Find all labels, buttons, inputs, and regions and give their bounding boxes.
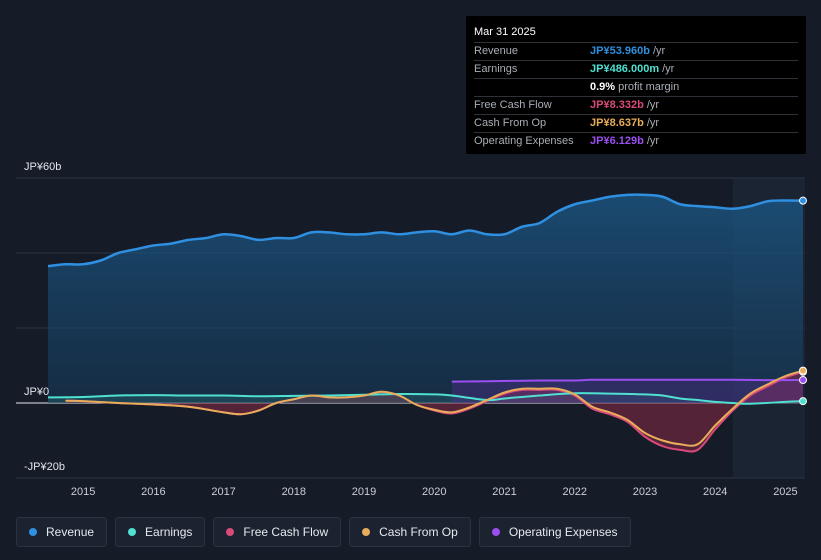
tooltip-unit: /yr <box>646 117 660 129</box>
tooltip-unit: /yr <box>646 135 660 147</box>
series-endpoints <box>799 196 807 406</box>
tooltip: Mar 31 2025 Revenue JP¥53.960b /yr Earni… <box>466 16 806 154</box>
tooltip-value: JP¥53.960b <box>590 45 650 57</box>
legend-dot-icon <box>29 528 37 536</box>
tooltip-value: JP¥8.332b <box>590 99 644 111</box>
line-revenue <box>47 193 804 268</box>
tooltip-label: Free Cash Flow <box>474 99 552 111</box>
legend-item-earnings[interactable]: Earnings <box>115 517 206 547</box>
tooltip-label: Cash From Op <box>474 117 547 129</box>
tooltip-row-profit-margin: 0.9% profit margin <box>474 78 798 96</box>
x-tick-label: 2025 <box>773 486 797 498</box>
legend: Revenue Earnings Free Cash Flow Cash Fro… <box>16 517 631 547</box>
legend-item-free-cash-flow[interactable]: Free Cash Flow <box>213 517 342 547</box>
series-lines <box>47 193 804 453</box>
legend-dot-icon <box>491 528 500 536</box>
tooltip-value: JP¥6.129b <box>590 135 644 147</box>
tooltip-label: Operating Expenses <box>474 135 574 147</box>
x-tick-label: 2018 <box>282 486 306 498</box>
tooltip-value: 0.9% <box>590 81 616 93</box>
legend-item-cash-from-op[interactable]: Cash From Op <box>349 517 471 547</box>
area-operating-expenses <box>451 379 803 403</box>
x-tick-label: 2015 <box>71 486 95 498</box>
line-operating-expenses <box>451 378 804 383</box>
y-label-bottom: -JP¥20b <box>24 461 65 473</box>
endpoint-operating-expenses <box>799 376 807 385</box>
tooltip-unit: /yr <box>646 99 660 111</box>
x-tick-label: 2023 <box>633 486 657 498</box>
line-cash-from-op <box>65 369 804 447</box>
y-label-zero: JP¥0 <box>24 386 49 398</box>
legend-dot-icon <box>226 528 235 536</box>
x-tick-label: 2021 <box>492 486 516 498</box>
legend-label: Operating Expenses <box>508 525 618 539</box>
area-free-cash-flow <box>65 371 804 452</box>
series-areas <box>48 194 804 452</box>
tooltip-unit: /yr <box>662 63 675 75</box>
legend-label: Free Cash Flow <box>243 525 329 539</box>
legend-dot-icon <box>362 528 371 536</box>
legend-label: Earnings <box>145 525 193 539</box>
x-axis-ticks: 2015 2016 2017 2018 2019 2020 2021 2022 2023 2024… <box>71 486 798 498</box>
x-tick-label: 2022 <box>563 486 587 498</box>
tooltip-label: Earnings <box>474 63 518 75</box>
tooltip-label <box>474 79 590 96</box>
tooltip-unit: profit margin <box>618 81 680 93</box>
tooltip-row-revenue: Revenue JP¥53.960b /yr <box>474 42 798 60</box>
tooltip-row-operating-expenses: Operating Expenses JP¥6.129b /yr <box>474 132 798 150</box>
legend-item-revenue[interactable]: Revenue <box>16 517 108 547</box>
tooltip-date: Mar 31 2025 <box>474 26 536 38</box>
x-tick-label: 2019 <box>352 486 376 498</box>
legend-item-operating-expenses[interactable]: Operating Expenses <box>478 517 631 547</box>
endpoint-earnings <box>799 397 807 406</box>
tooltip-row-cash-from-op: Cash From Op JP¥8.637b /yr <box>474 114 798 132</box>
tooltip-value: JP¥8.637b <box>590 117 644 129</box>
x-tick-label: 2016 <box>141 486 165 498</box>
x-tick-label: 2024 <box>703 486 727 498</box>
legend-label: Cash From Op <box>379 525 458 539</box>
tooltip-row-free-cash-flow: Free Cash Flow JP¥8.332b /yr <box>474 96 798 114</box>
y-label-top: JP¥60b <box>24 161 61 173</box>
tooltip-label: Revenue <box>474 45 519 57</box>
x-tick-label: 2017 <box>211 486 235 498</box>
legend-dot-icon <box>128 528 137 536</box>
x-tick-label: 2020 <box>422 486 446 498</box>
tooltip-row-earnings: Earnings JP¥486.000m /yr <box>474 60 798 78</box>
tooltip-value: JP¥486.000m <box>590 63 660 75</box>
tooltip-unit: /yr <box>652 45 666 57</box>
endpoint-cash-from-op <box>799 366 807 375</box>
endpoint-revenue <box>799 196 807 205</box>
area-revenue <box>48 194 803 403</box>
legend-label: Revenue <box>46 525 95 539</box>
